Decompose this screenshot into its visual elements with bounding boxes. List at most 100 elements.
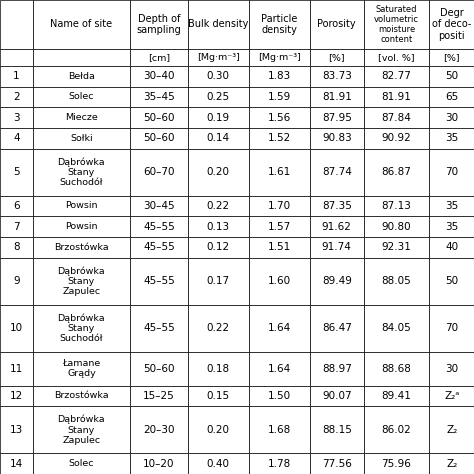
Bar — [0, 237, 33, 258]
Bar — [0, 148, 33, 196]
Text: 9: 9 — [13, 276, 20, 286]
Text: 77.56: 77.56 — [322, 459, 352, 469]
Text: 0.13: 0.13 — [207, 222, 230, 232]
Bar — [310, 453, 364, 474]
Bar — [364, 385, 429, 406]
Bar — [249, 385, 310, 406]
Bar — [33, 237, 130, 258]
Bar — [310, 66, 364, 87]
Text: 90.07: 90.07 — [322, 391, 352, 401]
Text: 5: 5 — [13, 167, 20, 177]
Text: 0.19: 0.19 — [207, 112, 230, 123]
Text: 6: 6 — [13, 201, 20, 211]
Text: 90.80: 90.80 — [382, 222, 411, 232]
Text: 60–70: 60–70 — [143, 167, 174, 177]
Bar — [364, 305, 429, 352]
Text: 13: 13 — [10, 425, 23, 435]
Bar — [188, 0, 249, 49]
Bar — [364, 406, 429, 453]
Text: 45–55: 45–55 — [143, 276, 175, 286]
Bar — [249, 305, 310, 352]
Text: Solec: Solec — [69, 459, 94, 468]
Bar — [130, 49, 188, 66]
Bar — [130, 305, 188, 352]
Bar — [310, 352, 364, 385]
Bar — [249, 128, 310, 148]
Bar — [188, 216, 249, 237]
Text: 50: 50 — [445, 71, 458, 81]
Bar — [249, 66, 310, 87]
Bar — [130, 237, 188, 258]
Bar — [0, 128, 33, 148]
Text: 40: 40 — [445, 242, 458, 252]
Bar — [0, 385, 33, 406]
Text: Dąbrówka
Stany
Zapulec: Dąbrówka Stany Zapulec — [58, 266, 105, 296]
Text: [Mg·m⁻³]: [Mg·m⁻³] — [197, 53, 240, 62]
Text: 92.31: 92.31 — [382, 242, 411, 252]
Text: Porosity: Porosity — [318, 19, 356, 29]
Bar — [0, 258, 33, 305]
Text: 86.02: 86.02 — [382, 425, 411, 435]
Bar — [310, 406, 364, 453]
Text: 11: 11 — [10, 364, 23, 374]
Text: 14: 14 — [10, 459, 23, 469]
Bar — [130, 258, 188, 305]
Bar — [364, 107, 429, 128]
Text: Dąbrówka
Stany
Zapulec: Dąbrówka Stany Zapulec — [58, 415, 105, 445]
Text: 1.64: 1.64 — [268, 364, 291, 374]
Bar — [249, 49, 310, 66]
Text: 84.05: 84.05 — [382, 323, 411, 333]
Text: 89.49: 89.49 — [322, 276, 352, 286]
Bar — [429, 453, 474, 474]
Bar — [0, 196, 33, 216]
Text: 50: 50 — [445, 276, 458, 286]
Bar — [33, 148, 130, 196]
Bar — [33, 305, 130, 352]
Bar — [0, 216, 33, 237]
Bar — [429, 107, 474, 128]
Text: 1.68: 1.68 — [268, 425, 291, 435]
Bar — [429, 258, 474, 305]
Bar — [0, 66, 33, 87]
Text: Powsin: Powsin — [65, 201, 98, 210]
Bar — [310, 216, 364, 237]
Bar — [188, 406, 249, 453]
Bar — [33, 453, 130, 474]
Bar — [429, 128, 474, 148]
Text: 50–60: 50–60 — [143, 112, 174, 123]
Text: 87.95: 87.95 — [322, 112, 352, 123]
Text: 35: 35 — [445, 222, 458, 232]
Bar — [130, 107, 188, 128]
Text: 86.47: 86.47 — [322, 323, 352, 333]
Text: 87.35: 87.35 — [322, 201, 352, 211]
Bar — [0, 453, 33, 474]
Bar — [130, 385, 188, 406]
Text: Miecze: Miecze — [65, 113, 98, 122]
Text: 1.61: 1.61 — [268, 167, 291, 177]
Bar — [33, 406, 130, 453]
Text: 0.15: 0.15 — [207, 391, 230, 401]
Bar — [33, 0, 130, 49]
Bar — [0, 352, 33, 385]
Text: 87.74: 87.74 — [322, 167, 352, 177]
Text: 1.60: 1.60 — [268, 276, 291, 286]
Bar — [249, 453, 310, 474]
Bar — [364, 49, 429, 66]
Text: Z₂ᵃ: Z₂ᵃ — [444, 391, 459, 401]
Text: 1.78: 1.78 — [268, 459, 291, 469]
Text: 3: 3 — [13, 112, 20, 123]
Text: 50–60: 50–60 — [143, 364, 174, 374]
Bar — [429, 49, 474, 66]
Bar — [130, 87, 188, 107]
Text: 0.17: 0.17 — [207, 276, 230, 286]
Bar — [310, 0, 364, 49]
Text: 1.70: 1.70 — [268, 201, 291, 211]
Text: 0.20: 0.20 — [207, 425, 230, 435]
Text: 10–20: 10–20 — [143, 459, 174, 469]
Bar — [33, 352, 130, 385]
Text: 90.92: 90.92 — [382, 133, 411, 143]
Text: 89.41: 89.41 — [382, 391, 411, 401]
Text: 91.74: 91.74 — [322, 242, 352, 252]
Text: 30: 30 — [445, 112, 458, 123]
Bar — [130, 216, 188, 237]
